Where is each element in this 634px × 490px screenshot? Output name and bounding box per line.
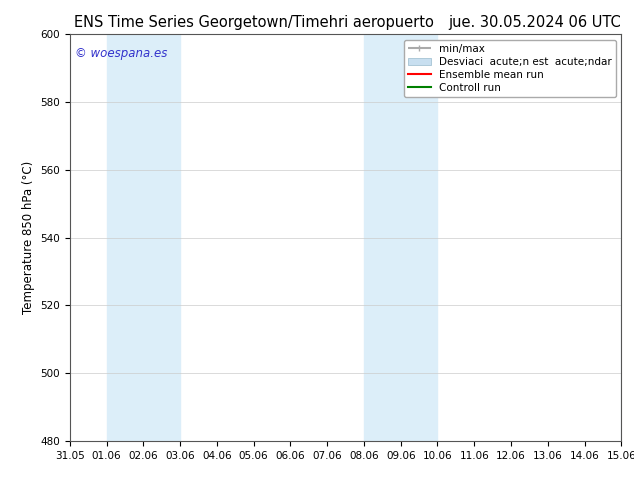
- Text: ENS Time Series Georgetown/Timehri aeropuerto: ENS Time Series Georgetown/Timehri aerop…: [74, 15, 434, 30]
- Text: © woespana.es: © woespana.es: [75, 47, 167, 59]
- Y-axis label: Temperature 850 hPa (°C): Temperature 850 hPa (°C): [22, 161, 35, 314]
- Bar: [107, 34, 180, 441]
- Text: jue. 30.05.2024 06 UTC: jue. 30.05.2024 06 UTC: [449, 15, 621, 30]
- Bar: [364, 34, 437, 441]
- Bar: [621, 34, 634, 441]
- Legend: min/max, Desviaci  acute;n est  acute;ndar, Ensemble mean run, Controll run: min/max, Desviaci acute;n est acute;ndar…: [404, 40, 616, 97]
